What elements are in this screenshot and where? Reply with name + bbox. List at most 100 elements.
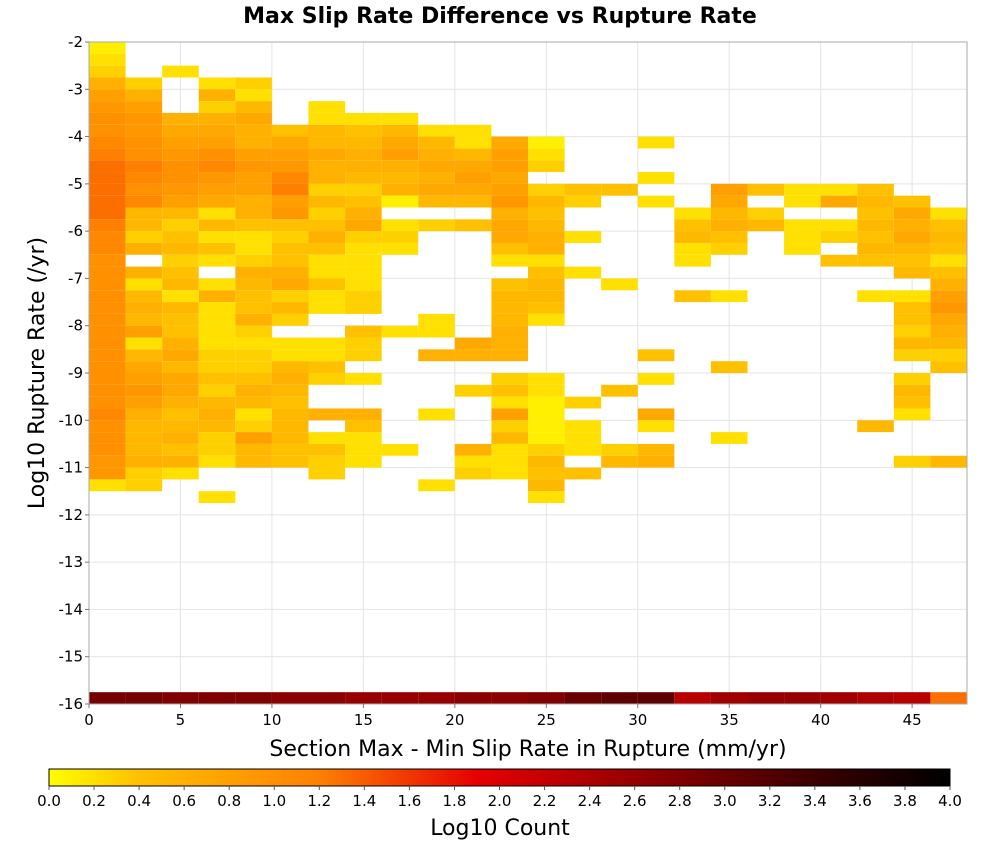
heatmap-cell: [345, 278, 382, 291]
heatmap-cell: [491, 349, 528, 362]
heatmap-cell: [491, 172, 528, 184]
heatmap-cell: [893, 231, 931, 243]
heatmap-cell: [491, 195, 528, 208]
heatmap-cell: [454, 384, 492, 397]
heatmap-cell: [308, 373, 346, 385]
heatmap-cell: [89, 207, 126, 220]
heatmap-cell: [857, 195, 894, 208]
heatmap-cell: [271, 337, 309, 350]
heatmap-cell: [893, 692, 931, 704]
heatmap-cell: [125, 77, 163, 90]
heatmap-cell: [89, 443, 126, 456]
heatmap-cell: [381, 443, 419, 456]
heatmap-cell: [784, 195, 821, 208]
heatmap-cell: [198, 443, 236, 456]
heatmap-cell: [89, 101, 126, 113]
heatmap-cell: [637, 373, 675, 385]
heatmap-cell: [345, 337, 382, 350]
heatmap-cell: [125, 183, 163, 196]
heatmap-cell: [857, 219, 894, 232]
heatmap-cell: [418, 172, 455, 184]
heatmap-cell: [601, 443, 638, 456]
heatmap-cell: [271, 408, 309, 421]
heatmap-cell: [710, 183, 748, 196]
heatmap-cell: [271, 254, 309, 267]
heatmap-cell: [491, 692, 528, 704]
heatmap-cell: [125, 231, 163, 243]
heatmap-cell: [564, 420, 602, 433]
heatmap-cell: [89, 266, 126, 279]
heatmap-cell: [271, 242, 309, 255]
heatmap-cell: [125, 242, 163, 255]
heatmap-cell: [710, 361, 748, 373]
heatmap-cell: [454, 349, 492, 362]
heatmap-cell: [235, 396, 272, 409]
heatmap-cell: [528, 207, 565, 220]
y-tick-label: -8: [68, 317, 83, 335]
heatmap-cell: [235, 313, 272, 326]
heatmap-cell: [528, 160, 565, 173]
heatmap-cell: [820, 183, 858, 196]
heatmap-cell: [235, 384, 272, 397]
heatmap-cell: [491, 183, 528, 196]
heatmap-cell: [528, 443, 565, 456]
heatmap-cell: [162, 373, 199, 385]
heatmap-cell: [893, 349, 931, 362]
heatmap-cell: [89, 278, 126, 291]
heatmap-cell: [418, 408, 455, 421]
heatmap-cell: [528, 231, 565, 243]
colorbar-tick-label: 1.6: [397, 792, 421, 810]
heatmap-cell: [308, 124, 346, 137]
colorbar-tick-label: 1.2: [307, 792, 331, 810]
heatmap-cell: [89, 124, 126, 137]
heatmap-cell: [162, 112, 199, 125]
heatmap-cell: [747, 183, 785, 196]
colorbar-tick-label: 3.8: [893, 792, 917, 810]
heatmap-cell: [235, 207, 272, 220]
y-tick-label: -2: [68, 33, 83, 51]
heatmap-cell: [418, 183, 455, 196]
heatmap-cell: [125, 467, 163, 480]
heatmap-cell: [89, 183, 126, 196]
heatmap-cell: [235, 266, 272, 279]
heatmap-cell: [528, 396, 565, 409]
heatmap-cell: [271, 396, 309, 409]
heatmap-cell: [930, 361, 967, 373]
x-tick-label: 0: [84, 711, 94, 729]
heatmap-cell: [345, 148, 382, 161]
heatmap-cell: [271, 384, 309, 397]
heatmap-cell: [601, 692, 638, 704]
heatmap-cell: [198, 455, 236, 468]
heatmap-cell: [125, 443, 163, 456]
heatmap-cell: [454, 183, 492, 196]
colorbar-tick-label: 2.8: [668, 792, 692, 810]
heatmap-cell: [271, 183, 309, 196]
heatmap-cell: [89, 349, 126, 362]
heatmap-cell: [601, 278, 638, 291]
heatmap-cell: [235, 101, 272, 113]
heatmap-cell: [710, 290, 748, 303]
heatmap-cell: [198, 361, 236, 373]
heatmap-cell: [162, 443, 199, 456]
heatmap-cell: [491, 373, 528, 385]
y-tick-label: -15: [59, 648, 84, 666]
heatmap-cell: [235, 219, 272, 232]
y-tick-label: -9: [68, 364, 83, 382]
heatmap-cell: [381, 183, 419, 196]
heatmap-cell: [564, 692, 602, 704]
colorbar-tick-label: 2.6: [623, 792, 647, 810]
heatmap-cell: [637, 408, 675, 421]
heatmap-cell: [198, 384, 236, 397]
heatmap-cell: [271, 136, 309, 149]
heatmap-cell: [125, 420, 163, 433]
heatmap-cell: [418, 325, 455, 338]
heatmap-cell: [125, 692, 163, 704]
heatmap-cell: [345, 290, 382, 303]
heatmap-cell: [893, 384, 931, 397]
heatmap-cell: [235, 148, 272, 161]
x-tick-label: 40: [811, 711, 830, 729]
heatmap-cell: [381, 195, 419, 208]
heatmap-cell: [491, 160, 528, 173]
heatmap-cell: [308, 160, 346, 173]
heatmap-cell: [89, 361, 126, 373]
